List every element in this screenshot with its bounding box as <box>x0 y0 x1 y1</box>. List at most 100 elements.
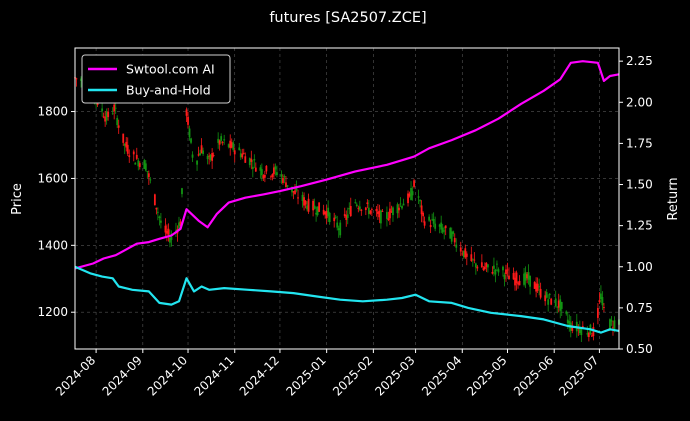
price-candle <box>392 207 394 216</box>
price-candle <box>413 180 415 187</box>
price-candle <box>432 218 435 224</box>
price-candle <box>547 299 550 305</box>
price-candle <box>612 327 614 329</box>
price-candle <box>273 167 275 175</box>
price-candle <box>367 207 370 215</box>
price-candle <box>123 143 126 146</box>
price-candle <box>242 152 245 154</box>
price-candle <box>389 208 391 219</box>
price-candle <box>232 142 235 150</box>
left-tick-label: 1200 <box>37 305 68 319</box>
price-candle <box>410 187 412 200</box>
price-candle <box>149 179 152 181</box>
price-candle <box>461 253 464 255</box>
price-candle <box>480 262 483 268</box>
price-candle <box>535 283 538 292</box>
price-candle <box>523 273 525 285</box>
price-candle <box>452 231 455 234</box>
price-candle <box>217 138 220 143</box>
right-tick-label: 0.75 <box>626 301 653 315</box>
price-candle <box>144 163 147 171</box>
price-candle <box>502 266 504 271</box>
right-tick-label: 0.50 <box>626 342 653 356</box>
price-candle <box>556 306 559 308</box>
price-candle <box>158 216 161 218</box>
price-candle <box>295 188 298 191</box>
price-candle <box>156 211 159 213</box>
price-candle <box>355 204 358 207</box>
price-candle <box>241 153 244 158</box>
price-candle <box>420 205 423 215</box>
price-candle <box>292 191 295 193</box>
price-candle <box>471 258 474 260</box>
price-candle <box>348 208 351 210</box>
price-candle <box>419 199 421 202</box>
price-candle <box>188 128 191 138</box>
price-candle <box>387 218 390 220</box>
price-candle <box>364 207 367 211</box>
price-candle <box>580 328 583 336</box>
series-lines <box>74 60 620 334</box>
price-candle <box>438 224 441 227</box>
price-candle <box>470 254 473 262</box>
price-candle <box>345 215 348 220</box>
price-candle <box>375 209 378 212</box>
legend: Swtool.com AI Buy-and-Hold <box>81 54 231 104</box>
price-candle <box>286 185 289 187</box>
price-candle <box>441 227 444 233</box>
price-candle <box>476 266 479 269</box>
price-candle <box>587 332 590 338</box>
price-candle <box>592 327 595 337</box>
price-candle <box>270 176 272 178</box>
price-candle <box>428 216 431 221</box>
price-candle <box>529 275 531 287</box>
price-candle <box>322 209 325 215</box>
price-candle <box>187 116 189 125</box>
price-candle <box>125 141 128 148</box>
right-tick-label: 1.00 <box>626 260 653 274</box>
price-candle <box>313 205 316 209</box>
price-candle <box>455 244 458 248</box>
price-candle <box>349 206 352 216</box>
price-candle <box>515 272 518 283</box>
price-candle <box>283 176 286 178</box>
chart-title: futures [SA2507.ZCE] <box>269 10 426 26</box>
price-candle <box>449 227 452 239</box>
price-candle <box>603 306 605 308</box>
price-candle <box>303 197 305 206</box>
price-candle <box>196 160 198 165</box>
price-candle <box>554 298 557 307</box>
price-candle <box>508 275 510 280</box>
price-candle <box>304 200 307 205</box>
price-candle <box>233 150 236 155</box>
price-candle <box>482 268 485 270</box>
price-candle <box>518 280 521 286</box>
price-candle <box>220 136 223 141</box>
price-candle <box>444 225 447 229</box>
price-candle <box>506 269 509 271</box>
price-candle <box>191 154 194 158</box>
price-candle <box>566 319 569 324</box>
price-candle <box>390 211 393 213</box>
price-candle <box>343 214 346 217</box>
price-candle <box>545 292 548 298</box>
right-tick-label: 2.00 <box>626 95 653 109</box>
legend-box <box>81 54 231 104</box>
price-candle <box>358 206 361 210</box>
price-candle <box>354 202 357 204</box>
price-candle <box>164 225 167 233</box>
price-candle <box>533 282 536 289</box>
right-tick-label: 1.50 <box>626 178 653 192</box>
price-candle <box>285 182 287 188</box>
price-candle <box>609 319 611 330</box>
price-candle <box>113 104 116 112</box>
price-candle <box>126 144 129 154</box>
right-axis-label: Return <box>666 177 681 220</box>
price-candle <box>206 155 209 160</box>
price-candle <box>307 198 310 212</box>
price-candle <box>202 150 204 154</box>
price-candle <box>386 212 388 219</box>
price-candle <box>597 308 599 318</box>
price-candle <box>167 228 170 235</box>
price-candle <box>334 216 337 218</box>
